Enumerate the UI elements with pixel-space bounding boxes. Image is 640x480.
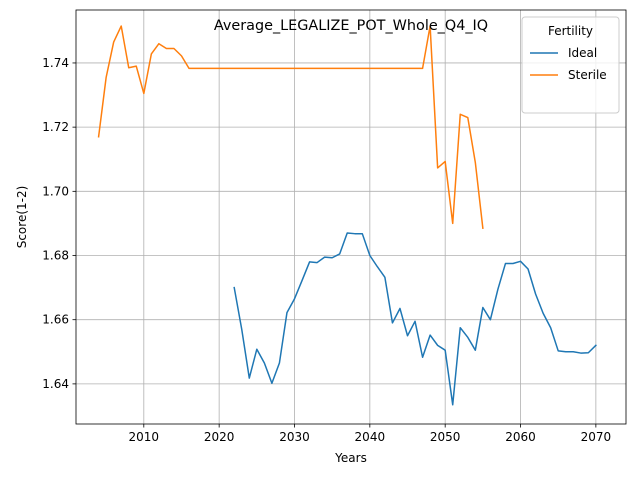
- gridlines: [76, 10, 626, 424]
- x-tick-label: 2050: [430, 430, 461, 444]
- legend: Fertility Ideal Sterile: [521, 16, 620, 114]
- legend-title: Fertility: [548, 24, 593, 38]
- axis-ticks: 2010 2020 2030 2040 2050 2060 2070 1.64 1.66 1.68…: [42, 56, 611, 444]
- series-layer: [97, 25, 597, 406]
- y-tick-label: 1.74: [42, 56, 69, 70]
- legend-label-sterile: Sterile: [568, 68, 607, 82]
- y-tick-label: 1.64: [42, 377, 69, 391]
- x-tick-label: 2020: [204, 430, 235, 444]
- x-tick-label: 2010: [129, 430, 160, 444]
- series-line-ideal: [233, 232, 597, 406]
- chart-title: Average_LEGALIZE_POT_Whole_Q4_IQ: [214, 18, 488, 34]
- y-tick-label: 1.72: [42, 120, 69, 134]
- x-tick-label: 2040: [355, 430, 386, 444]
- y-tick-label: 1.66: [42, 313, 69, 327]
- y-axis-label: Score(1-2): [15, 186, 29, 249]
- x-tick-label: 2060: [505, 430, 536, 444]
- x-axis-label: Years: [334, 451, 367, 465]
- plot-frame: [75, 9, 627, 425]
- x-tick-label: 2030: [279, 430, 310, 444]
- legend-label-ideal: Ideal: [568, 46, 597, 60]
- y-tick-label: 1.70: [42, 184, 69, 198]
- y-tick-label: 1.68: [42, 249, 69, 263]
- legend-box: [521, 16, 620, 114]
- series-line-sterile: [97, 25, 484, 230]
- x-tick-label: 2070: [581, 430, 612, 444]
